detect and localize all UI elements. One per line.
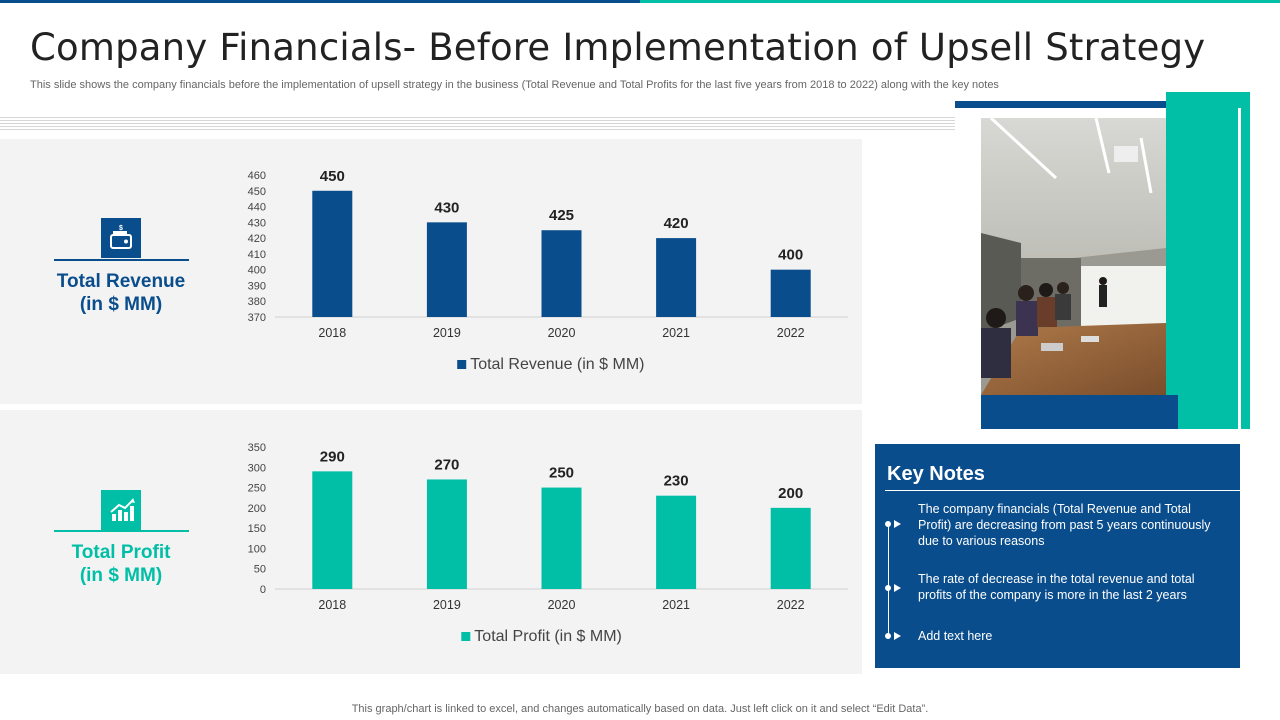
revenue-label-line2: (in $ MM) bbox=[79, 294, 163, 315]
profit-bar-chart[interactable]: 0 50 100 150 200 250 300 350 290 2018 270 2019 250 20… bbox=[230, 432, 860, 657]
profit-data-label: 290 bbox=[320, 448, 345, 465]
profit-legend-swatch bbox=[461, 632, 471, 641]
profit-kpi-label: Total Profit (in $ MM) bbox=[36, 541, 206, 587]
revenue-data-label: 400 bbox=[778, 247, 803, 264]
meeting-room-photo bbox=[981, 118, 1166, 395]
profit-data-label: 250 bbox=[549, 465, 574, 482]
revenue-y-tick: 370 bbox=[248, 312, 266, 324]
profit-y-tick: 100 bbox=[248, 543, 266, 555]
revenue-bar-chart[interactable]: 370 380 390 400 410 420 430 440 450 460 450 2018 430… bbox=[230, 160, 860, 385]
growth-chart-icon bbox=[101, 490, 141, 530]
revenue-x-tick: 2022 bbox=[777, 326, 805, 340]
revenue-bar[interactable] bbox=[312, 190, 353, 317]
revenue-data-label: 430 bbox=[434, 199, 459, 216]
revenue-bar[interactable] bbox=[770, 269, 811, 317]
profit-bar[interactable] bbox=[541, 487, 582, 589]
decorative-stripes bbox=[0, 117, 955, 131]
top-accent-bar-teal bbox=[640, 0, 1280, 3]
profit-label-line2: (in $ MM) bbox=[79, 565, 163, 586]
revenue-bar[interactable] bbox=[656, 238, 697, 317]
profit-legend-label: Total Profit (in $ MM) bbox=[474, 628, 622, 645]
key-notes-panel: Key Notes The company financials (Total … bbox=[875, 444, 1240, 668]
profit-label-line1: Total Profit bbox=[71, 542, 171, 563]
revenue-x-tick: 2021 bbox=[662, 326, 690, 340]
profit-data-label: 270 bbox=[434, 456, 459, 473]
profit-y-tick: 0 bbox=[260, 584, 266, 596]
profit-y-tick: 250 bbox=[248, 483, 266, 495]
revenue-label-line1: Total Revenue bbox=[56, 271, 186, 292]
profit-data-label: 200 bbox=[778, 485, 803, 502]
profit-x-tick: 2022 bbox=[777, 598, 805, 612]
frame-white-line bbox=[1238, 108, 1241, 429]
revenue-bar[interactable] bbox=[541, 230, 582, 317]
profit-divider bbox=[54, 530, 189, 532]
revenue-legend-label: Total Revenue (in $ MM) bbox=[470, 356, 644, 373]
profit-x-tick: 2020 bbox=[548, 598, 576, 612]
frame-top-bar bbox=[955, 101, 1187, 108]
key-notes-title: Key Notes bbox=[887, 463, 985, 485]
profit-bar[interactable] bbox=[312, 471, 353, 589]
bullet-icon bbox=[885, 584, 901, 592]
revenue-y-tick: 440 bbox=[248, 202, 266, 214]
profit-bar[interactable] bbox=[656, 495, 697, 589]
profit-y-tick: 350 bbox=[248, 442, 266, 454]
footer-note: This graph/chart is linked to excel, and… bbox=[351, 703, 929, 715]
profit-x-tick: 2018 bbox=[318, 598, 346, 612]
revenue-x-tick: 2018 bbox=[318, 326, 346, 340]
profit-y-tick: 300 bbox=[248, 462, 266, 474]
revenue-y-tick: 400 bbox=[248, 265, 266, 277]
profit-bar[interactable] bbox=[770, 507, 811, 589]
frame-navy-base bbox=[981, 395, 1178, 429]
profit-y-tick: 150 bbox=[248, 523, 266, 535]
revenue-divider bbox=[54, 259, 189, 261]
profit-y-tick: 50 bbox=[254, 564, 266, 576]
profit-x-tick: 2019 bbox=[433, 598, 461, 612]
revenue-x-tick: 2019 bbox=[433, 326, 461, 340]
revenue-y-tick: 420 bbox=[248, 233, 266, 245]
key-notes-timeline bbox=[888, 523, 889, 636]
revenue-kpi-label: Total Revenue (in $ MM) bbox=[36, 270, 206, 316]
note-item-2: The rate of decrease in the total revenu… bbox=[918, 572, 1195, 602]
svg-text:$: $ bbox=[119, 225, 123, 232]
revenue-data-label: 450 bbox=[320, 168, 345, 185]
revenue-y-tick: 450 bbox=[248, 186, 266, 198]
revenue-y-tick: 390 bbox=[248, 280, 266, 292]
revenue-y-tick: 460 bbox=[248, 170, 266, 182]
bullet-icon bbox=[885, 632, 901, 640]
page-subtitle: This slide shows the company financials … bbox=[30, 79, 999, 91]
page-title: Company Financials- Before Implementatio… bbox=[30, 26, 1206, 69]
profit-x-tick: 2021 bbox=[662, 598, 690, 612]
wallet-icon: $ bbox=[101, 218, 141, 258]
revenue-bar[interactable] bbox=[426, 222, 467, 317]
bullet-icon bbox=[885, 520, 901, 528]
profit-data-label: 230 bbox=[664, 473, 689, 490]
note-item-3: Add text here bbox=[918, 629, 993, 643]
revenue-y-tick: 410 bbox=[248, 249, 266, 261]
revenue-data-label: 420 bbox=[664, 215, 689, 232]
revenue-legend-swatch bbox=[457, 360, 467, 369]
revenue-data-label: 425 bbox=[549, 207, 574, 224]
key-notes-divider bbox=[885, 490, 1240, 491]
profit-bar[interactable] bbox=[426, 479, 467, 589]
profit-y-tick: 200 bbox=[248, 503, 266, 515]
revenue-y-tick: 380 bbox=[248, 296, 266, 308]
top-accent-bar-navy bbox=[0, 0, 640, 3]
revenue-x-tick: 2020 bbox=[548, 326, 576, 340]
frame-teal-block bbox=[1166, 92, 1250, 429]
revenue-y-tick: 430 bbox=[248, 217, 266, 229]
note-item-1: The company financials (Total Revenue an… bbox=[918, 502, 1211, 548]
